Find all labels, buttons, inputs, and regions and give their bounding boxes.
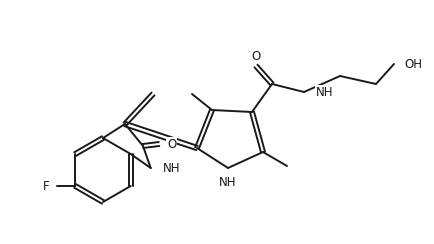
Text: F: F (43, 180, 49, 193)
Text: NH: NH (219, 175, 237, 189)
Text: NH: NH (163, 162, 180, 174)
Text: O: O (167, 138, 176, 151)
Text: O: O (251, 50, 261, 62)
Text: NH: NH (316, 85, 333, 99)
Text: OH: OH (404, 58, 422, 71)
